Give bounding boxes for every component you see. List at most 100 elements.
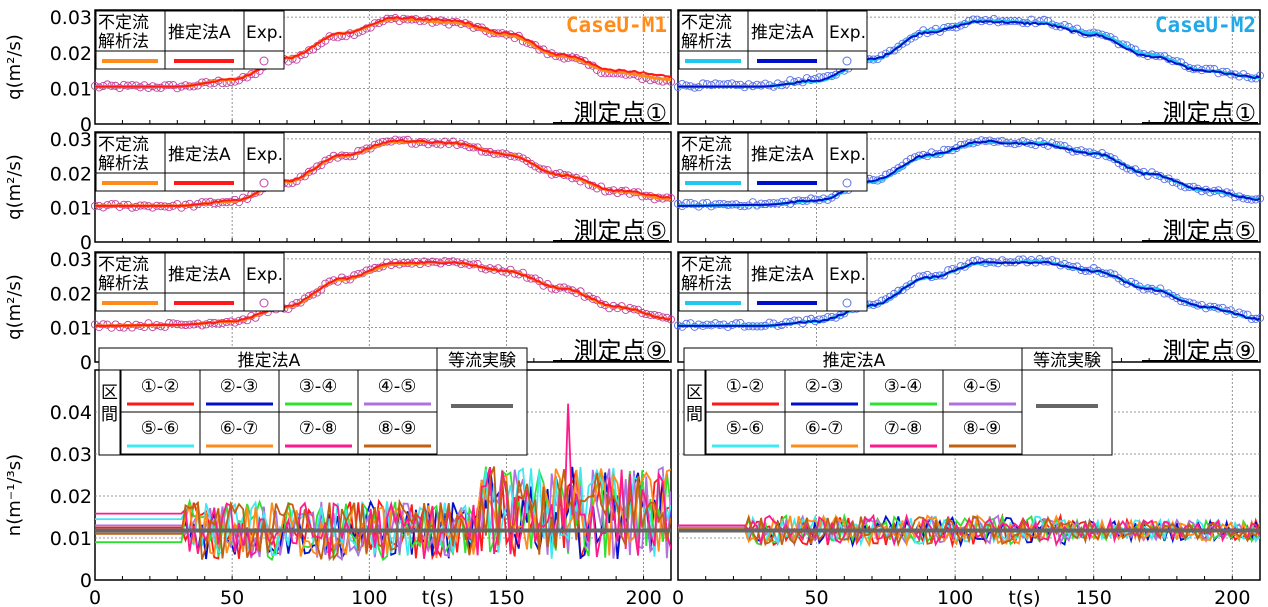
- exp-point: [173, 84, 182, 93]
- y-tick-label: 0.03: [50, 249, 92, 271]
- x-tick-label: 50: [220, 587, 244, 607]
- legend-segment-label: ④-⑤: [378, 376, 417, 397]
- legend-exp-swatch: [842, 56, 852, 66]
- y-tick-label: 0.03: [50, 7, 92, 29]
- exp-point: [654, 76, 663, 85]
- y-tick-label: 0.01: [50, 78, 92, 100]
- legend-segment-label: ③-④: [884, 376, 923, 397]
- legend-method-a-label: 推定法A: [751, 145, 814, 165]
- legend-exp-swatch: [259, 56, 269, 66]
- exp-point: [165, 80, 174, 90]
- legend-segment-cell: [942, 411, 1023, 455]
- n-legend-box: [683, 347, 1113, 456]
- exp-point: [407, 139, 416, 148]
- exp-point: [682, 319, 691, 328]
- method-a-line: [678, 20, 1261, 88]
- y-tick-label: 0: [80, 114, 92, 136]
- exp-point: [522, 156, 532, 165]
- y-axis-label: q(m²/s): [4, 274, 25, 340]
- exp-point: [1255, 71, 1265, 80]
- legend-unsteady-label-line1: 不定流: [98, 135, 149, 155]
- legend-method-a-label: 推定法A: [168, 265, 231, 285]
- y-tick-label: 0: [80, 232, 92, 254]
- exp-point: [894, 42, 903, 51]
- exp-point: [99, 320, 108, 329]
- legend-exp-label: Exp.: [246, 23, 283, 43]
- legend-exp-swatch: [842, 178, 852, 188]
- legend-method-a-title: 推定法A: [823, 351, 886, 371]
- y-tick-label: 0.02: [50, 486, 92, 508]
- legend-segment-cell: [357, 411, 438, 455]
- y-tick-label: 0.01: [50, 318, 92, 340]
- legend-uniform-title: 等流実験: [1033, 351, 1101, 371]
- legend-method-a-title: 推定法A: [238, 351, 301, 371]
- case-title: CaseU-M1: [566, 13, 667, 37]
- exp-point: [99, 203, 108, 212]
- exp-point: [197, 321, 207, 330]
- legend-unsteady-label-line2: 解析法: [98, 154, 149, 174]
- legend-method-a-label: 推定法A: [168, 145, 231, 165]
- exp-point: [898, 39, 907, 48]
- y-axis-label: q(m²/s): [4, 34, 25, 100]
- x-tick-label: 0: [672, 587, 684, 607]
- legend-segment-label: ④-⑤: [963, 376, 1002, 397]
- legend-unsteady-label-line1: 不定流: [98, 255, 149, 275]
- legend-segment-label: ⑥-⑦: [220, 418, 259, 439]
- exp-point: [127, 323, 137, 332]
- x-axis-label: t(s): [422, 587, 454, 607]
- y-tick-label: 0.01: [50, 198, 92, 220]
- exp-point: [902, 282, 911, 291]
- x-tick-label: 150: [1076, 587, 1112, 607]
- exp-point: [719, 80, 728, 89]
- exp-point: [177, 203, 186, 212]
- legend-unsteady-label-line1: 不定流: [98, 13, 149, 33]
- x-tick-label: 50: [804, 587, 828, 607]
- x-tick-label: 150: [488, 587, 524, 607]
- legend-exp-swatch: [259, 178, 269, 188]
- legend-method-a-label: 推定法A: [751, 265, 814, 285]
- exp-point: [411, 139, 420, 148]
- exp-point: [969, 15, 978, 24]
- exp-point: [752, 80, 762, 89]
- n-series-line: [95, 468, 671, 559]
- legend-exp-label: Exp.: [246, 265, 283, 285]
- exp-point: [1210, 65, 1219, 74]
- exp-point: [424, 140, 433, 149]
- method-a-line: [678, 260, 1261, 327]
- legend-method-a-label: 推定法A: [168, 23, 231, 43]
- exp-point: [107, 200, 116, 209]
- legend-unsteady-label-line1: 不定流: [681, 135, 732, 155]
- legend-segment-label: ①-②: [141, 376, 180, 397]
- y-tick-label: 0.02: [50, 163, 92, 185]
- exp-point: [802, 315, 811, 324]
- y-tick-label: 0.04: [50, 402, 92, 424]
- legend-exp-swatch: [259, 298, 269, 308]
- legend-segment-label: ⑤-⑥: [141, 418, 180, 439]
- case-title: CaseU-M2: [1155, 13, 1256, 37]
- legend-section-label-1: 区: [686, 383, 703, 403]
- exp-point: [309, 290, 318, 299]
- exp-point: [998, 136, 1007, 145]
- legend-segment-label: ⑧-⑨: [378, 418, 417, 439]
- legend-unsteady-label-line2: 解析法: [681, 274, 732, 294]
- legend-exp-swatch: [842, 298, 852, 308]
- legend-segment-label: ②-③: [220, 376, 259, 397]
- legend-section-label-1: 区: [101, 383, 118, 403]
- exp-point: [165, 319, 174, 328]
- exp-point: [111, 200, 120, 209]
- y-tick-label: 0.02: [50, 43, 92, 65]
- n-series-line: [95, 403, 671, 560]
- legend-exp-label: Exp.: [246, 145, 283, 165]
- exp-point: [119, 323, 128, 332]
- exp-point: [127, 203, 137, 212]
